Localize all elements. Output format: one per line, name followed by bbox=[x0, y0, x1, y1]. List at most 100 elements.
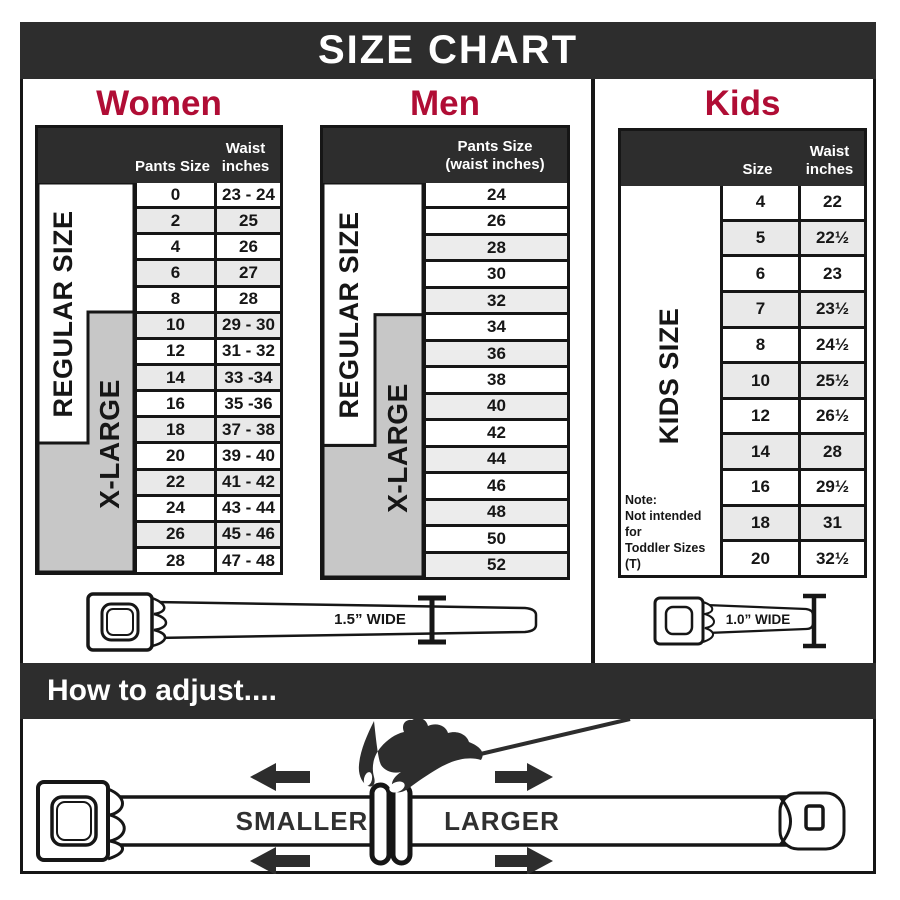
table-cell: 31 bbox=[801, 506, 864, 540]
table-row: 0 23 - 24 bbox=[137, 183, 280, 207]
table-cell: 24 bbox=[137, 496, 217, 520]
kids-note-line3: Toddler Sizes (T) bbox=[625, 541, 706, 571]
kids-table-rows: 4 22 5 22½ 6 23 7 23½ 8 24½ 10 25½ 12 26½ 14 28 16 29½ 18 3… bbox=[723, 186, 864, 576]
table-row: 50 bbox=[426, 524, 567, 551]
table-cell: 14 bbox=[137, 365, 217, 390]
men-col-header: Pants Size (waist inches) bbox=[423, 138, 567, 176]
table-cell: 4 bbox=[137, 235, 217, 259]
men-size-range-zone: REGULAR SIZE X-LARGE bbox=[323, 183, 426, 577]
table-row: 16 29½ bbox=[723, 468, 864, 504]
table-row: 8 24½ bbox=[723, 325, 864, 362]
kids-note-line1: Note: bbox=[625, 493, 657, 507]
women-table-rows: 0 23 - 24 2 25 4 26 6 27 8 28 10 29 - 30 12 31 - 32 14… bbox=[137, 183, 280, 573]
table-cell: 22½ bbox=[801, 221, 864, 255]
table-cell: 22 bbox=[137, 470, 217, 494]
table-cell: 50 bbox=[426, 527, 567, 551]
table-cell: 25½ bbox=[801, 364, 864, 397]
larger-arrows-icon bbox=[495, 763, 553, 875]
table-row: 14 28 bbox=[723, 432, 864, 469]
women-col1-header: Pants Size bbox=[134, 158, 211, 176]
table-cell: 4 bbox=[723, 186, 801, 219]
table-row: 6 27 bbox=[137, 258, 280, 285]
table-cell: 39 - 40 bbox=[217, 444, 280, 468]
table-cell: 5 bbox=[723, 221, 801, 255]
smaller-arrows-icon bbox=[250, 763, 310, 875]
men-size-range-shapes bbox=[323, 183, 423, 577]
table-cell: 14 bbox=[723, 435, 801, 469]
kids-table-header: Size Waist inches bbox=[621, 131, 864, 186]
table-cell: 44 bbox=[426, 447, 567, 472]
table-row: 48 bbox=[426, 497, 567, 525]
table-cell: 45 - 46 bbox=[217, 522, 280, 546]
table-row: 46 bbox=[426, 471, 567, 498]
table-row: 42 bbox=[426, 418, 567, 445]
kids-size-label: KIDS SIZE bbox=[653, 307, 684, 445]
title-bar: SIZE CHART bbox=[20, 22, 876, 79]
smaller-label: SMALLER bbox=[235, 806, 369, 836]
table-cell: 32 bbox=[426, 288, 567, 313]
table-row: 44 bbox=[426, 444, 567, 472]
table-cell: 48 bbox=[426, 500, 567, 525]
table-row: 6 23 bbox=[723, 254, 864, 290]
table-cell: 10 bbox=[137, 313, 217, 337]
table-row: 7 23½ bbox=[723, 289, 864, 326]
kids-section-title: Kids bbox=[704, 83, 781, 123]
table-cell: 10 bbox=[723, 364, 801, 397]
adult-belt-icon bbox=[86, 592, 538, 652]
table-row: 36 bbox=[426, 338, 567, 366]
men-table-rows: 24 26 28 30 32 34 36 38 40 42 44 46 48 50 52 bbox=[426, 183, 567, 578]
table-cell: 30 bbox=[426, 262, 567, 286]
table-cell: 52 bbox=[426, 553, 567, 578]
table-row: 40 bbox=[426, 391, 567, 419]
table-cell: 26½ bbox=[801, 399, 864, 433]
adjust-illustration: SMALLER LARGER bbox=[22, 717, 878, 875]
kids-note: Note: Not intended for Toddler Sizes (T) bbox=[625, 492, 717, 572]
table-cell: 6 bbox=[723, 257, 801, 290]
table-cell: 47 - 48 bbox=[217, 548, 280, 573]
table-cell: 24 bbox=[426, 183, 567, 207]
page-title: SIZE CHART bbox=[318, 28, 578, 72]
women-section-title: Women bbox=[96, 83, 222, 123]
men-table-header: Pants Size (waist inches) bbox=[323, 128, 567, 183]
table-row: 10 25½ bbox=[723, 361, 864, 397]
table-cell: 27 bbox=[217, 261, 280, 285]
women-regular-size-label: REGULAR SIZE bbox=[47, 210, 78, 418]
men-col-header-line2: (waist inches) bbox=[445, 156, 545, 174]
table-row: 14 33 -34 bbox=[137, 362, 280, 390]
table-cell: 20 bbox=[137, 444, 217, 468]
table-cell: 40 bbox=[426, 394, 567, 419]
larger-label: LARGER bbox=[444, 806, 560, 836]
how-to-adjust-bar: How to adjust.... bbox=[20, 663, 876, 719]
table-cell: 29½ bbox=[801, 471, 864, 504]
kids-col2-header-line2: inches bbox=[805, 161, 854, 179]
table-cell: 28 bbox=[217, 287, 280, 311]
table-row: 38 bbox=[426, 365, 567, 392]
women-col2-header-line1: Waist bbox=[225, 139, 266, 157]
kids-note-line2: Not intended for bbox=[625, 509, 702, 539]
table-row: 18 31 bbox=[723, 503, 864, 540]
women-table-header: Pants Size Waist inches bbox=[38, 128, 280, 183]
table-cell: 2 bbox=[137, 209, 217, 233]
table-cell: 38 bbox=[426, 368, 567, 392]
section-divider bbox=[591, 79, 595, 663]
table-row: 10 29 - 30 bbox=[137, 310, 280, 337]
table-row: 8 28 bbox=[137, 284, 280, 311]
kids-size-range-zone: KIDS SIZE Note: Not intended for Toddler… bbox=[621, 186, 723, 575]
table-cell: 24½ bbox=[801, 328, 864, 362]
kids-col2-header: Waist inches bbox=[795, 143, 864, 181]
kids-col2-header-line1: Waist bbox=[809, 142, 850, 160]
table-cell: 18 bbox=[723, 506, 801, 540]
women-size-table: Pants Size Waist inches REGULAR SIZE X-L… bbox=[35, 125, 283, 575]
table-cell: 16 bbox=[137, 392, 217, 416]
table-row: 28 bbox=[426, 232, 567, 260]
adult-belt-illustration: 1.5” WIDE bbox=[35, 588, 575, 656]
kids-belt-illustration: 1.0” WIDE bbox=[618, 588, 867, 656]
table-cell: 6 bbox=[137, 261, 217, 285]
table-cell: 26 bbox=[137, 522, 217, 546]
table-cell: 42 bbox=[426, 421, 567, 445]
table-row: 4 22 bbox=[723, 186, 864, 219]
table-cell: 29 - 30 bbox=[217, 313, 280, 337]
table-cell: 22 bbox=[801, 186, 864, 219]
adult-belt-width-label: 1.5” WIDE bbox=[334, 611, 406, 628]
